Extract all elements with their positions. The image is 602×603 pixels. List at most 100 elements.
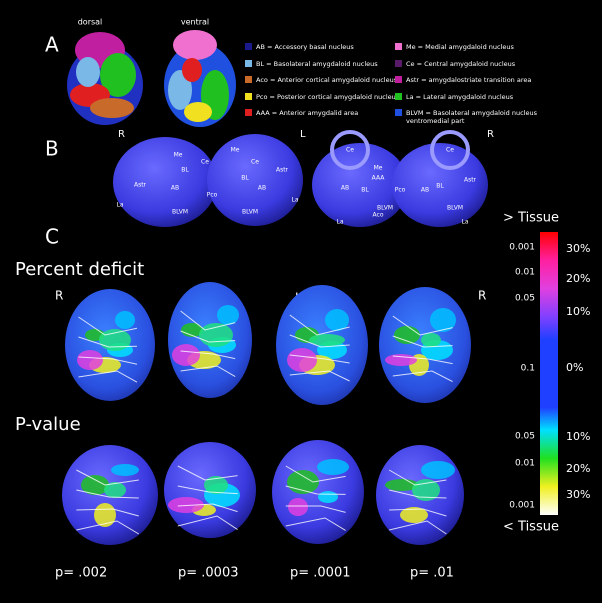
legend-text: BLVM = Basolateral amygdaloid nucleus ve… <box>406 109 537 125</box>
p-tick-label: 0.001 <box>509 243 535 253</box>
legend-entry: Pco = Posterior cortical amygdaloid nucl… <box>245 92 405 101</box>
side-label: L <box>300 129 306 140</box>
legend-text: Pco = Posterior cortical amygdaloid nucl… <box>256 92 400 101</box>
boundary-line <box>78 356 138 365</box>
region-label: AB <box>171 185 179 192</box>
surface-patch <box>421 461 455 479</box>
boundary-line <box>78 370 138 383</box>
surface-patch <box>287 348 317 372</box>
percent-tick-label: 20% <box>566 462 590 475</box>
panel-label: C <box>45 225 59 249</box>
legend-text: Me = Medial amygdaloid nucleus <box>406 43 514 51</box>
boundary-line <box>392 370 453 383</box>
surface-patch <box>217 305 239 325</box>
boundary-line <box>177 503 238 513</box>
region-label: BLVM <box>377 205 393 212</box>
surface-patch <box>104 482 126 498</box>
region-label: Ce <box>201 159 209 166</box>
p-value: p= .0001 <box>290 566 351 581</box>
region-label: Ce <box>251 159 259 166</box>
boundary-line <box>76 489 139 499</box>
row-label: P-value <box>15 414 81 435</box>
region-label: La <box>116 202 123 209</box>
legend-entry: Astr = amygdalostriate transition area <box>395 76 555 84</box>
legend-entry: BL = Basolateral amygdaloid nucleus <box>245 59 405 68</box>
boundary-line <box>285 465 346 483</box>
region-label: Me <box>174 152 183 159</box>
boundary-line <box>389 520 447 535</box>
region-label: Me <box>374 165 383 172</box>
panel-label: B <box>45 137 59 161</box>
legend-text: Ce = Central amygdaloid nucleus <box>406 59 516 68</box>
boundary-line <box>177 465 238 481</box>
boundary-line <box>76 469 139 486</box>
surface-patch <box>421 333 441 347</box>
region-label: Astr <box>276 167 289 174</box>
region-label: Aco <box>373 212 384 219</box>
surface-patch <box>115 311 135 329</box>
percent-tick-label: 10% <box>566 305 590 318</box>
legend-swatch <box>395 59 402 67</box>
percent-tick-label: 20% <box>566 272 590 285</box>
surface-patch <box>317 459 349 475</box>
legend-text: BL = Basolateral amygdaloid nucleus <box>256 59 378 68</box>
percent-tick-label: 30% <box>566 242 590 255</box>
boundary-line <box>392 315 453 336</box>
percent-tick-label: 0% <box>566 361 583 374</box>
region-label: BLVM <box>172 209 188 216</box>
region-label: BL <box>241 175 249 182</box>
legend-text: Astr = amygdalostriate transition area <box>406 76 532 84</box>
row-label: Percent deficit <box>15 259 144 280</box>
percent-tick-label: 10% <box>566 430 590 443</box>
region-label: BLVM <box>447 205 463 212</box>
region-label: BL <box>361 187 369 194</box>
surface-patch <box>385 354 417 366</box>
region-label: BL <box>436 183 444 190</box>
legend-entry: AB = Accessory basal nucleus <box>245 43 405 51</box>
legend-swatch <box>395 109 402 116</box>
legend-swatch <box>245 109 252 116</box>
region-label: BLVM <box>242 209 258 216</box>
boundary-line <box>180 330 236 343</box>
region-label: Pco <box>207 192 218 199</box>
region-label: La <box>336 219 343 226</box>
ventral-model <box>164 30 236 127</box>
side-label: R <box>118 129 125 140</box>
region-label: Ce <box>446 147 454 154</box>
region-label: AAA <box>372 175 386 182</box>
legend-swatch <box>395 43 402 50</box>
p-tick-label: 0.05 <box>515 294 535 304</box>
legend-swatch <box>395 92 402 100</box>
colorbar <box>540 232 558 515</box>
region-label: La <box>461 219 468 226</box>
region-label: La <box>291 197 298 204</box>
boundary-line <box>180 365 236 378</box>
surface-patch <box>99 329 131 351</box>
surface-patch <box>400 507 428 523</box>
p-tick-label: 0.001 <box>509 501 535 511</box>
boundary-line <box>289 354 350 364</box>
boundary-line <box>389 489 447 499</box>
boundary-line <box>78 336 138 348</box>
boundary-line <box>388 469 447 486</box>
p-tick-label: 0.05 <box>515 432 535 442</box>
surface-patch <box>199 323 233 347</box>
boundary-line <box>180 350 236 360</box>
colorbar-bottom: < Tissue <box>503 520 559 535</box>
legend-entry: Ce = Central amygdaloid nucleus <box>395 59 555 68</box>
surface-patch <box>77 350 103 370</box>
legend-text: La = Lateral amygdaloid nucleus <box>406 92 514 101</box>
dorsal-model <box>67 32 143 125</box>
region-label: AB <box>421 187 429 194</box>
legend-text: AB = Accessory basal nucleus <box>256 43 354 51</box>
surface-patch <box>318 491 338 503</box>
surface-patch <box>168 497 204 513</box>
surface-patch <box>325 309 349 331</box>
p-tick-label: 0.01 <box>515 459 535 469</box>
region-label: BL <box>181 167 189 174</box>
boundary-line <box>76 508 139 517</box>
side-label: R <box>55 289 63 303</box>
legend-text: AAA = Anterior amygdalid area <box>256 109 359 117</box>
panel-c-models <box>62 282 471 545</box>
